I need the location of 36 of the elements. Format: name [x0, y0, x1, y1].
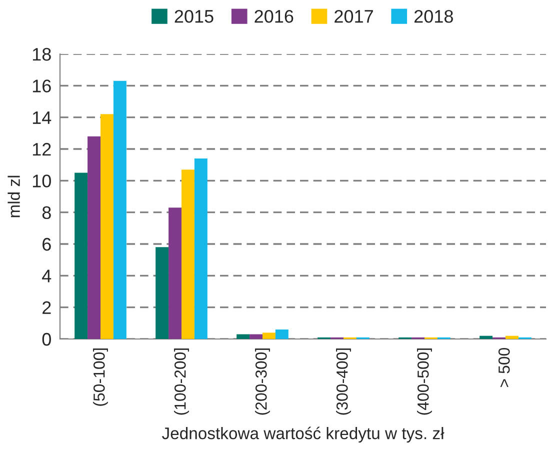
bar — [156, 247, 169, 339]
bar — [506, 336, 518, 339]
x-tick-label: (100-200] — [174, 348, 189, 415]
y-tick-label: 2 — [42, 301, 51, 314]
legend-label: 2015 — [174, 10, 214, 23]
legend-label: 2017 — [334, 10, 373, 23]
x-tick-label: (300-400] — [336, 348, 351, 415]
y-tick-label: 16 — [32, 80, 51, 92]
y-axis-title: mld zl — [8, 176, 20, 218]
x-tick-label: > 500 — [498, 348, 510, 387]
y-tick-label: 8 — [42, 206, 51, 220]
y-tick-label: 14 — [32, 111, 52, 124]
bar — [480, 336, 493, 339]
y-tick-label: 12 — [32, 142, 51, 156]
bar — [275, 330, 288, 339]
bar — [182, 170, 194, 339]
x-axis-title: Jednostkowa wartość kredytu w tys. zł — [162, 426, 444, 443]
y-tick-label: 4 — [42, 270, 52, 282]
bar — [194, 158, 208, 339]
x-tick-label: (400-500] — [417, 348, 432, 415]
y-tick-label: 10 — [32, 174, 51, 188]
x-tick-label: (200-300] — [255, 348, 270, 415]
bar — [74, 172, 88, 339]
bar — [262, 332, 276, 339]
bar — [236, 334, 250, 339]
bar — [113, 80, 126, 339]
x-tick-label: (50-100] — [93, 348, 108, 406]
y-tick-label: 6 — [42, 238, 51, 251]
y-tick-label: 18 — [32, 48, 51, 61]
bar — [250, 334, 262, 339]
legend-label: 2016 — [254, 10, 294, 23]
y-tick-label: 0 — [42, 332, 51, 346]
legend-label: 2018 — [414, 10, 453, 23]
bar — [100, 114, 114, 339]
bar — [168, 208, 182, 339]
bar — [88, 136, 100, 339]
